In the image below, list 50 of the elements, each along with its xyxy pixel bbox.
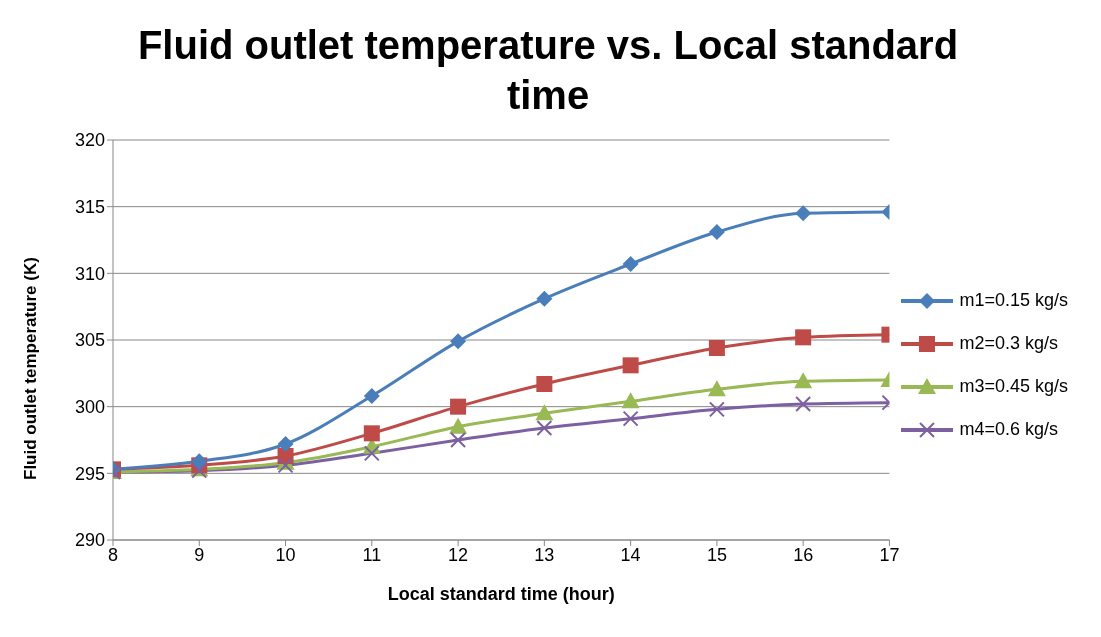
y-tick-label: 315 — [74, 197, 105, 218]
y-tick-label: 310 — [74, 263, 105, 284]
x-tick-label: 15 — [706, 544, 727, 565]
point — [707, 380, 726, 397]
point — [622, 357, 639, 374]
legend-label: m2=0.3 kg/s — [959, 333, 1058, 354]
x-tick-label: 17 — [879, 544, 900, 565]
point — [536, 420, 553, 436]
y-tick-label: 305 — [74, 330, 105, 351]
x-tick-label: 13 — [534, 544, 555, 565]
point — [622, 410, 639, 427]
point — [621, 392, 640, 409]
x-tick-label: 10 — [275, 544, 296, 565]
y-tick-label: 290 — [74, 530, 105, 551]
legend-label: m4=0.6 kg/s — [959, 419, 1058, 440]
x-tick-label: 12 — [448, 544, 469, 565]
x-tick-label: 8 — [107, 544, 119, 565]
x-tick-label: 9 — [194, 544, 205, 565]
chart-title: Fluid outlet temperature vs. Local standard time — [136, 22, 960, 119]
point — [450, 432, 467, 448]
point — [795, 205, 812, 222]
point — [449, 417, 468, 434]
point — [622, 256, 639, 272]
point — [795, 329, 812, 346]
point — [277, 436, 294, 452]
point — [191, 453, 208, 470]
y-tick-label: 300 — [74, 397, 105, 418]
point — [363, 445, 380, 462]
legend-label: m1=0.15 kg/s — [959, 290, 1068, 311]
point — [277, 457, 294, 474]
point — [363, 388, 380, 404]
point — [708, 340, 725, 356]
point — [450, 398, 467, 415]
x-tick-label: 11 — [362, 544, 382, 565]
x-axis-title: Local standard time (hour) — [387, 584, 615, 604]
point — [535, 404, 554, 421]
point — [536, 376, 553, 392]
x-tick-label: 16 — [793, 544, 814, 565]
legend-label: m3=0.45 kg/s — [959, 376, 1068, 397]
y-tick-label: 320 — [74, 130, 105, 151]
point — [708, 401, 725, 418]
point — [536, 290, 553, 307]
point — [794, 372, 813, 389]
point — [795, 396, 812, 412]
y-tick-label: 295 — [74, 463, 105, 484]
x-tick-label: 14 — [620, 544, 641, 565]
point — [363, 425, 380, 442]
point — [450, 333, 467, 350]
y-axis-title: Fluid outlet temperature (K) — [21, 257, 41, 480]
point — [708, 224, 725, 240]
